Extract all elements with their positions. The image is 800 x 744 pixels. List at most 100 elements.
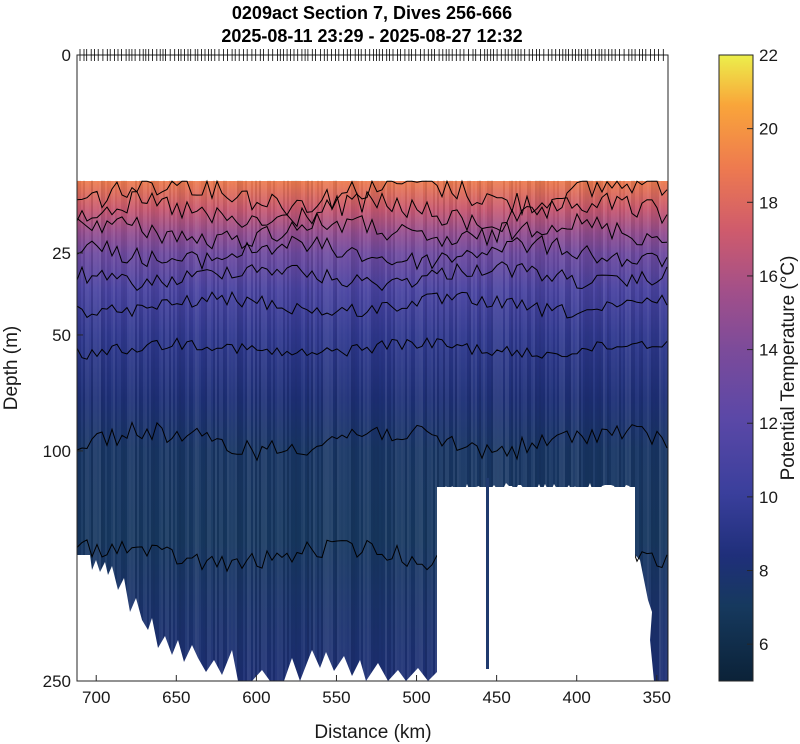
profile-stripe: [149, 180, 151, 681]
isotherm-95m: [77, 420, 668, 462]
isotherm-25m: [77, 235, 668, 271]
profile-stripe: [487, 180, 489, 681]
profile-stripe: [93, 180, 95, 681]
colorbar: [718, 54, 754, 682]
x-tick-label: 700: [82, 688, 110, 707]
profile-stripe: [567, 180, 569, 681]
profile-stripe: [403, 180, 405, 681]
profile-stripe: [557, 180, 559, 681]
profile-stripe: [459, 180, 461, 681]
isotherm-20m: [77, 212, 668, 250]
profile-stripe: [131, 180, 133, 681]
profile-stripe: [161, 180, 163, 681]
profile-stripe: [127, 180, 129, 681]
profile-stripe: [449, 180, 451, 681]
profile-stripe: [513, 180, 515, 681]
profile-stripe: [173, 180, 175, 681]
profile-stripe: [639, 180, 641, 681]
profile-stripe: [593, 180, 595, 681]
profile-stripe: [559, 180, 561, 681]
profile-stripe: [497, 180, 499, 681]
profile-stripe: [135, 180, 137, 681]
profile-stripe: [295, 180, 297, 681]
profile-stripe: [297, 180, 299, 681]
profile-stripe: [373, 180, 375, 681]
profile-stripe: [113, 180, 115, 681]
profile-stripe: [445, 180, 447, 681]
colorbar-tick-label: 18: [759, 193, 778, 212]
profile-stripe: [263, 180, 265, 681]
profile-stripe: [233, 180, 235, 681]
profile-stripe: [249, 180, 251, 681]
profile-stripe: [421, 180, 423, 681]
profile-stripe: [245, 180, 247, 681]
profile-stripe: [359, 180, 361, 681]
profile-stripe: [665, 180, 667, 681]
profile-stripe: [181, 180, 183, 681]
x-tick-label: 350: [643, 688, 671, 707]
profile-stripe: [267, 180, 269, 681]
profile-stripe: [103, 180, 105, 681]
profile-stripe: [213, 180, 215, 681]
profile-stripe: [253, 180, 255, 681]
profile-stripe: [331, 180, 333, 681]
profile-stripe: [279, 180, 281, 681]
profile-stripe: [661, 180, 663, 681]
profile-stripe: [539, 180, 541, 681]
profile-stripe: [241, 180, 243, 681]
profile-stripe: [515, 180, 517, 681]
profile-stripe: [169, 180, 171, 681]
profile-stripe: [663, 180, 665, 681]
profile-stripe: [139, 180, 141, 681]
y-tick-label: 0: [62, 46, 71, 65]
colorbar-axis: 6 8 10 12 14 16 18 20 22: [747, 46, 778, 654]
profile-stripe: [551, 180, 553, 681]
profile-stripe: [369, 180, 371, 681]
profile-stripe: [315, 180, 317, 681]
profile-stripe: [273, 180, 275, 681]
profile-stripe: [533, 180, 535, 681]
isotherm-55m: [77, 337, 668, 360]
profile-stripe: [217, 180, 219, 681]
profile-stripe: [95, 180, 97, 681]
profile-stripe: [221, 180, 223, 681]
profile-stripe: [79, 180, 81, 681]
bottom-no-data-mask: [77, 555, 437, 681]
colorbar-tick-label: 16: [759, 267, 778, 286]
profile-stripe: [163, 180, 165, 681]
profile-stripe: [121, 180, 123, 681]
profile-stripe: [617, 180, 619, 681]
profile-stripe: [625, 180, 627, 681]
profile-stripe: [179, 180, 181, 681]
profile-stripe: [199, 180, 201, 681]
profile-stripe: [579, 180, 581, 681]
profile-stripe: [235, 180, 237, 681]
profile-stripe: [265, 180, 267, 681]
profile-stripe: [577, 180, 579, 681]
profile-stripe: [495, 180, 497, 681]
profile-stripe: [325, 180, 327, 681]
profile-stripe: [619, 180, 621, 681]
profile-stripe: [655, 180, 657, 681]
profile-stripe: [85, 180, 87, 681]
profile-stripe: [585, 180, 587, 681]
profile-stripe: [629, 180, 631, 681]
profile-stripe: [177, 180, 179, 681]
profile-stripe: [589, 180, 591, 681]
profile-stripe: [599, 180, 601, 681]
colorbar-tick-label: 14: [759, 341, 778, 360]
x-tick-label: 600: [242, 688, 270, 707]
profile-stripe: [467, 180, 469, 681]
x-tick-label: 500: [402, 688, 430, 707]
profile-stripe: [247, 180, 249, 681]
profile-stripe: [423, 180, 425, 681]
profile-stripe: [465, 180, 467, 681]
profile-stripe: [183, 180, 185, 681]
profile-stripe: [175, 180, 177, 681]
profile-stripe: [637, 180, 639, 681]
profile-stripe: [303, 180, 305, 681]
profile-stripe: [555, 180, 557, 681]
profile-stripe: [97, 180, 99, 681]
profile-stripe: [159, 180, 161, 681]
profile-stripe: [351, 180, 353, 681]
